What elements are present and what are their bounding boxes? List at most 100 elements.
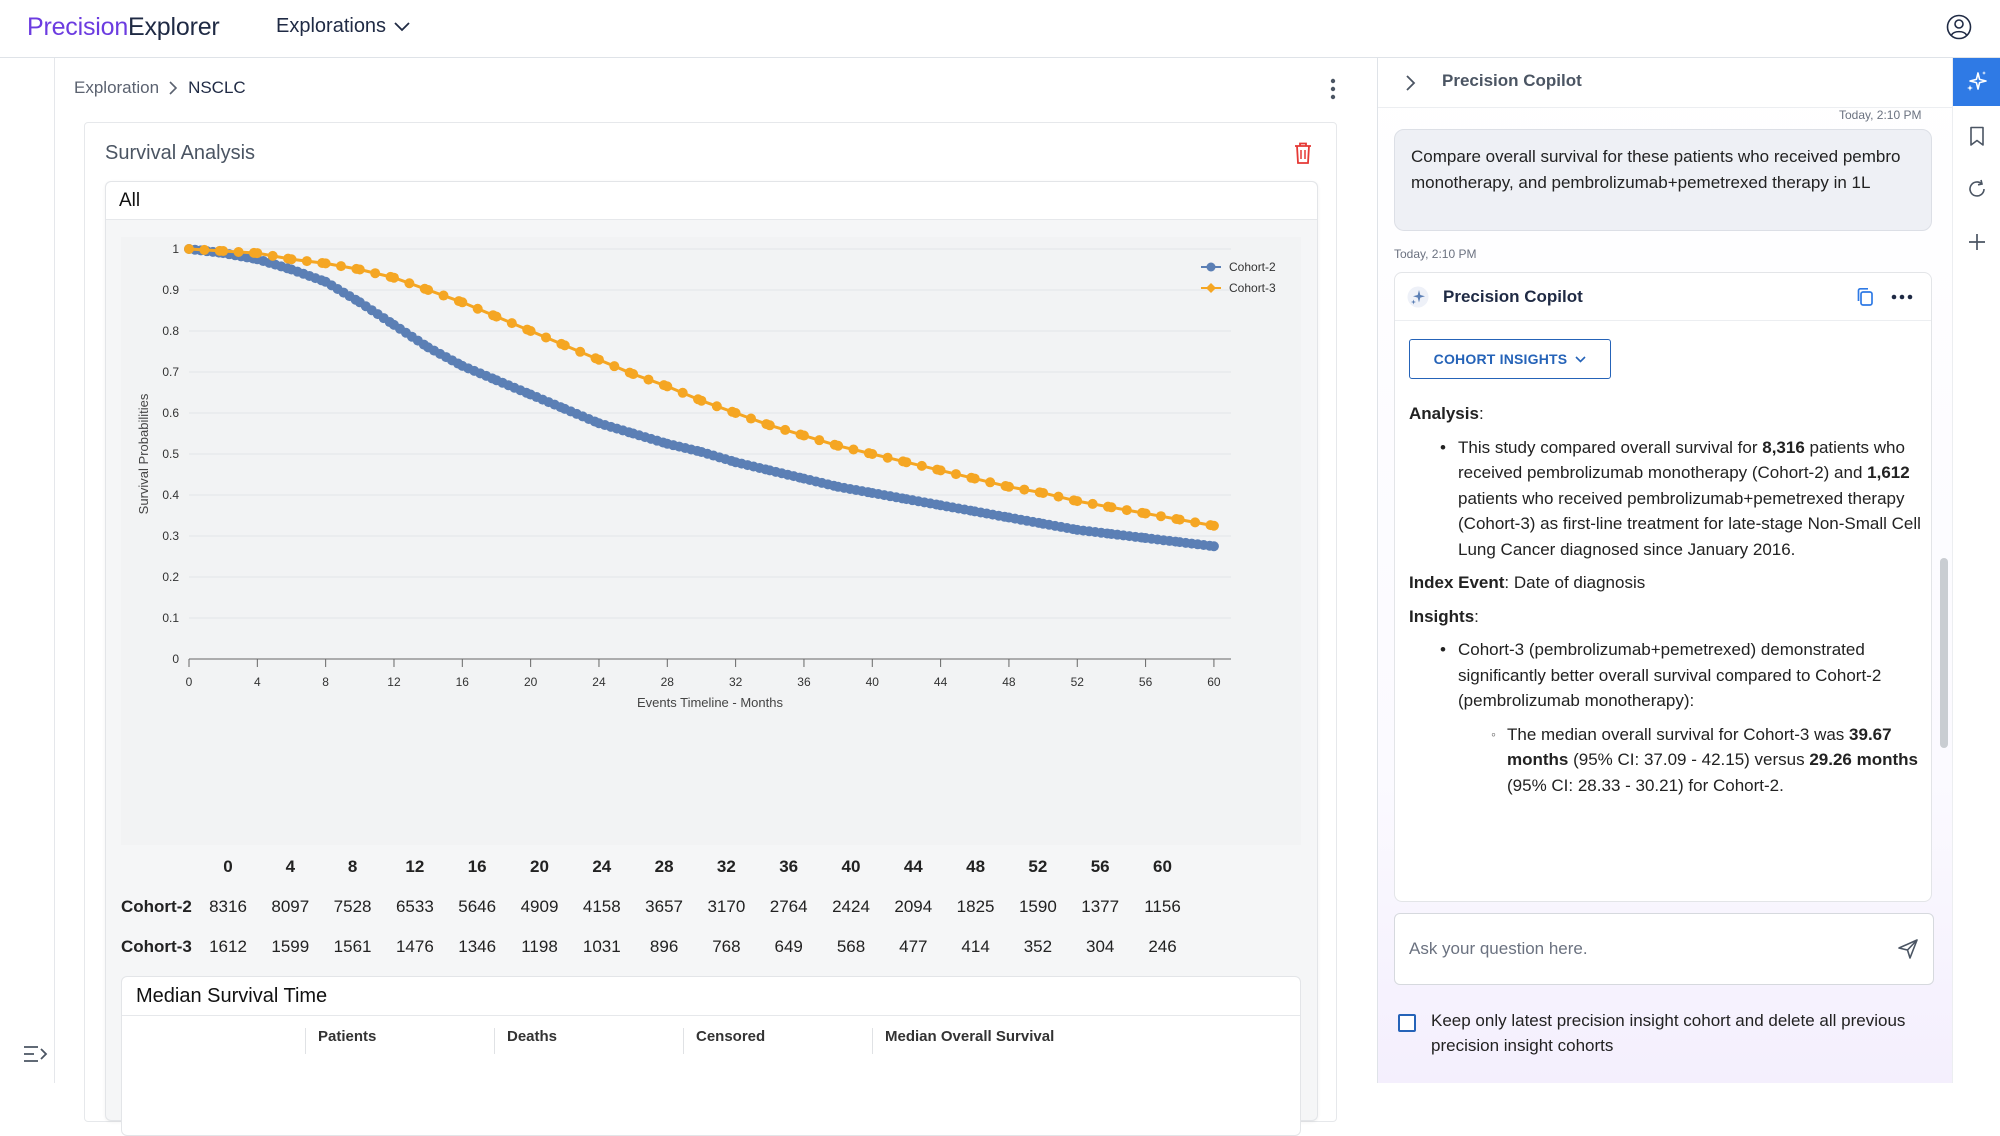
explorations-menu[interactable]: Explorations — [276, 15, 410, 38]
data-point — [267, 250, 278, 261]
data-point — [1003, 481, 1014, 492]
data-point — [1019, 484, 1030, 495]
response-body: Analysis: This study compared overall su… — [1409, 401, 1921, 798]
x-tick-label: 0 — [186, 675, 193, 689]
risk-count: 1825 — [956, 897, 995, 916]
data-point — [662, 381, 673, 392]
col-deaths: Deaths — [494, 1028, 684, 1054]
risk-count: 6533 — [395, 897, 434, 916]
copilot-title: Precision Copilot — [1442, 71, 1582, 90]
risk-count: 2764 — [769, 897, 808, 916]
data-point — [1072, 496, 1083, 507]
copilot-header: Precision Copilot — [1378, 58, 1952, 108]
risk-count: 768 — [712, 937, 741, 956]
y-tick-label: 1 — [172, 242, 179, 256]
risk-count: 8097 — [271, 897, 310, 916]
question-input[interactable] — [1409, 934, 1869, 964]
data-point — [506, 318, 517, 329]
copilot-toggle-button[interactable] — [1953, 58, 2000, 106]
response-header: Precision Copilot — [1395, 273, 1931, 321]
bookmark-icon[interactable] — [1966, 125, 1988, 147]
risk-count: 246 — [1148, 937, 1177, 956]
risk-count: 4909 — [520, 897, 559, 916]
data-point — [233, 246, 244, 257]
insights-label: Insights — [1409, 606, 1475, 626]
risk-time-label: 40 — [841, 857, 861, 876]
sparkle-icon — [1967, 71, 1987, 91]
ask-box — [1394, 913, 1934, 985]
data-point — [575, 346, 586, 357]
add-icon[interactable] — [1966, 231, 1988, 253]
data-point — [1121, 505, 1132, 516]
y-tick-label: 0 — [172, 652, 179, 666]
index-event: Index Event: Date of diagnosis — [1409, 570, 1921, 596]
refresh-icon[interactable] — [1966, 178, 1988, 200]
y-tick-label: 0.7 — [162, 365, 179, 379]
app-logo[interactable]: PrecisionExplorer — [27, 13, 220, 42]
insights-list: Cohort-3 (pembrolizumab+pemetrexed) demo… — [1409, 637, 1921, 798]
chart-panel: All 0 0.1 0.2 0.3 0.4 0.5 0.6 0.7 0.8 0.9 1 0 4 8 12 16… — [105, 181, 1318, 1136]
data-point — [833, 440, 844, 451]
risk-count: 3657 — [645, 897, 683, 916]
risk-count: 352 — [1023, 937, 1053, 956]
legend-marker — [1206, 283, 1216, 293]
data-point — [388, 272, 399, 283]
copilot-scrollbar[interactable] — [1940, 558, 1948, 748]
analysis-text-3: patients who received pembrolizumab+peme… — [1458, 488, 1921, 559]
sub-text-1: The median overall survival for Cohort-3… — [1507, 724, 1850, 744]
data-point — [643, 374, 654, 385]
risk-table-row: Cohort-3 1612 1599 1561 1476 1346 1198 1031 896 7… — [121, 927, 1301, 967]
copy-icon[interactable] — [1855, 286, 1875, 308]
send-icon[interactable] — [1897, 938, 1919, 960]
median-table-header: Patients Deaths Censored Median Overall … — [122, 1015, 1300, 1055]
response-timestamp: Today, 2:10 PM — [1394, 247, 1477, 261]
analysis-text-2: patients who received pembrolizumab mono… — [1458, 437, 1905, 483]
data-point — [696, 395, 707, 406]
expand-menu-icon[interactable] — [22, 1043, 48, 1065]
keep-latest-checkbox[interactable] — [1398, 1014, 1416, 1032]
median-survival-card: Median Survival Time Patients Deaths Cen… — [121, 976, 1301, 1136]
more-options-icon[interactable] — [1323, 74, 1343, 104]
cohort-insights-label: COHORT INSIGHTS — [1433, 351, 1568, 367]
risk-table: 0 4 8 12 16 20 24 28 32 36 40 44 48 52 56 60 Cohort-2 831… — [121, 847, 1301, 967]
data-point — [882, 452, 893, 463]
breadcrumb-exploration[interactable]: Exploration — [74, 78, 160, 97]
user-message: Compare overall survival for these patie… — [1394, 129, 1932, 231]
cohort-insights-button[interactable]: COHORT INSIGHTS — [1409, 339, 1611, 379]
data-point — [1208, 541, 1219, 552]
x-tick-label: 20 — [524, 675, 538, 689]
risk-row-label: Cohort-3 — [121, 937, 192, 956]
data-point — [286, 254, 297, 265]
legend-label: Cohort-2 — [1229, 260, 1276, 274]
sparkle-icon — [1407, 286, 1429, 308]
data-point — [814, 435, 825, 446]
risk-time-label: 60 — [1153, 857, 1172, 876]
risk-time-label: 56 — [1090, 857, 1110, 876]
risk-time-label: 28 — [654, 857, 674, 876]
data-point — [593, 354, 604, 365]
response-more-icon[interactable] — [1889, 286, 1915, 308]
panel-tab-all[interactable]: All — [106, 182, 1317, 220]
user-account-icon[interactable] — [1946, 14, 1972, 40]
main-content: Exploration NSCLC Survival Analysis All … — [55, 58, 1429, 1136]
collapse-panel-icon[interactable] — [1404, 74, 1418, 92]
legend-marker — [1206, 262, 1216, 272]
risk-time-label: 12 — [405, 857, 425, 876]
copilot-panel: Precision Copilot Today, 2:10 PM Compare… — [1377, 58, 1952, 1083]
risk-count: 7528 — [333, 897, 372, 916]
risk-count: 4158 — [582, 897, 621, 916]
data-point — [1155, 511, 1166, 522]
data-point — [438, 290, 449, 301]
data-point — [354, 264, 365, 275]
delete-icon[interactable] — [1292, 141, 1314, 165]
response-author: Precision Copilot — [1443, 287, 1583, 306]
y-tick-label: 0.9 — [162, 283, 179, 297]
analysis-list: This study compared overall survival for… — [1409, 435, 1921, 563]
logo-explorer: Explorer — [128, 13, 220, 41]
explorations-label: Explorations — [276, 15, 387, 37]
risk-table-row: Cohort-2 8316 8097 7528 6533 5646 4909 4158 3657… — [121, 887, 1301, 927]
risk-count: 1561 — [333, 937, 372, 956]
user-message-timestamp: Today, 2:10 PM — [1839, 108, 1922, 122]
x-tick-label: 60 — [1207, 675, 1221, 689]
chevron-down-icon — [394, 21, 410, 31]
